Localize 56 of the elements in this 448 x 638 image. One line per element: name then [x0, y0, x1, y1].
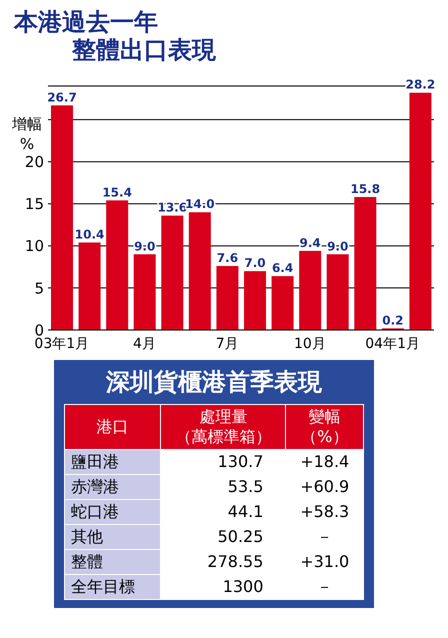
text: 其他	[64, 524, 161, 550]
y-tick-label: 10	[24, 237, 44, 256]
data-label: 7.6	[216, 251, 238, 266]
y-axis-title: 增幅 %	[12, 114, 42, 154]
text: 44.1	[160, 500, 286, 524]
text: +60.9	[286, 474, 364, 500]
bar	[354, 197, 376, 330]
data-label: 13.6	[157, 200, 188, 215]
text: 130.7	[160, 450, 286, 474]
chart-subtitle: 整體出口表現	[71, 36, 217, 64]
bar	[161, 216, 184, 330]
text: 1300	[160, 574, 286, 600]
x-tick-label: 4月	[133, 336, 156, 352]
bar	[409, 92, 432, 330]
text: 變幅（%）	[300, 407, 350, 447]
x-tick-label: 10月	[294, 336, 326, 352]
x-tick-label: 03年1月	[34, 336, 90, 352]
text: 處理量（萬標準箱）	[174, 407, 272, 447]
bar	[244, 271, 266, 330]
y-tick-label: 5	[34, 279, 44, 298]
y-tick-label: 20	[24, 153, 44, 172]
text: 鹽田港	[64, 450, 161, 474]
data-label: 26.7	[47, 90, 77, 104]
text: 赤灣港	[64, 474, 161, 500]
y-tick-label: 15	[24, 195, 44, 214]
data-label: 0.2	[382, 313, 404, 328]
x-tick-label: 7月	[216, 336, 239, 352]
text: －	[286, 574, 364, 600]
bar	[326, 254, 349, 330]
data-label: 6.4	[272, 261, 294, 276]
bar	[272, 276, 294, 330]
bar	[51, 105, 73, 330]
data-label: 7.0	[244, 256, 266, 270]
bar	[299, 250, 322, 330]
data-label: 15.4	[102, 185, 132, 200]
chart-title: 本港過去一年	[14, 8, 159, 36]
bar	[216, 266, 238, 330]
text: 278.55	[160, 550, 286, 574]
text: +58.3	[286, 500, 364, 524]
text: +18.4	[286, 450, 364, 474]
data-label: 15.8	[350, 182, 380, 196]
x-tick-label: 04年1月	[365, 336, 420, 352]
bar	[188, 212, 211, 330]
text: －	[286, 524, 364, 550]
text: 50.25	[160, 524, 286, 550]
text: +31.0	[286, 550, 364, 574]
bar	[106, 200, 128, 330]
text: 整體	[64, 550, 161, 574]
data-label: 10.4	[74, 227, 104, 242]
bar	[134, 254, 156, 330]
text: 深圳貨櫃港首季表現	[104, 367, 323, 398]
text: 蛇口港	[64, 500, 161, 524]
text: 全年目標	[64, 574, 161, 600]
text: 53.5	[160, 474, 286, 500]
bar	[78, 242, 101, 330]
text: 港口	[64, 404, 161, 450]
